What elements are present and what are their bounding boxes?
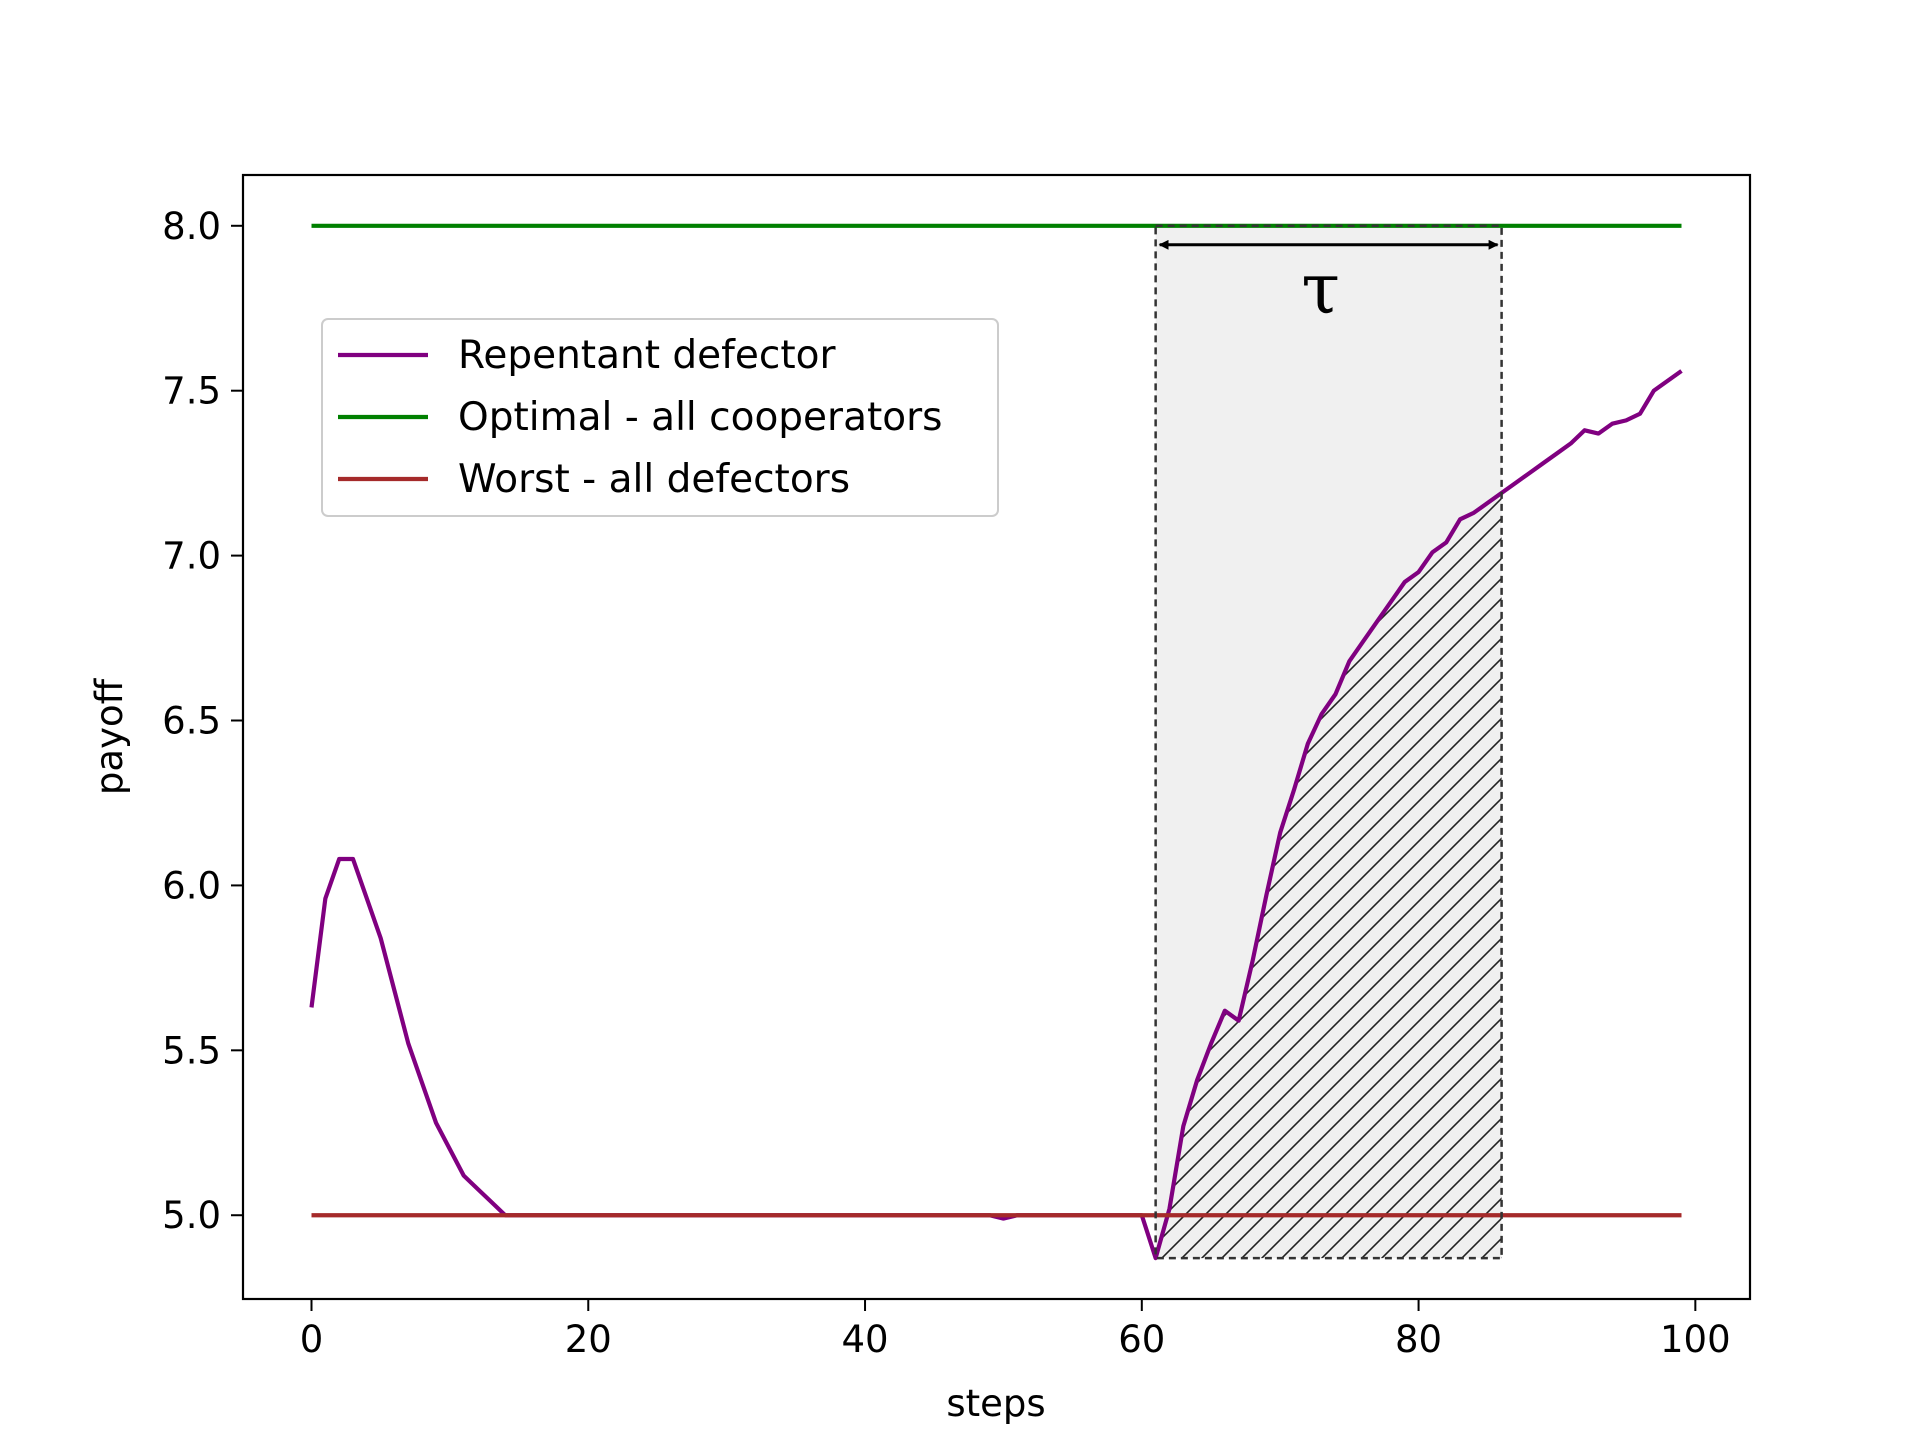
legend-box <box>321 318 999 517</box>
x-axis: 0 20 40 60 80 100 <box>300 1299 1731 1361</box>
series-lines <box>309 223 1683 1261</box>
plot-frame <box>241 173 1752 1301</box>
x-tick-label: 0 <box>300 1318 324 1361</box>
legend-label-repentant-defector: Repentant defector <box>458 333 836 378</box>
region-outline <box>1154 224 1503 1260</box>
legend: Repentant defector Optimal - all cooperat… <box>321 318 999 517</box>
x-tick-label: 60 <box>1118 1318 1165 1361</box>
legend-label-worst-all-defectors: Worst - all defectors <box>458 457 850 502</box>
y-tick-label: 8.0 <box>162 205 221 248</box>
x-tick-label: 100 <box>1660 1318 1731 1361</box>
y-axis: 5.0 5.5 6.0 6.5 7.0 7.5 8.0 <box>162 205 243 1237</box>
tau-label: τ <box>1301 248 1340 330</box>
recovery-region <box>1155 225 1502 1259</box>
y-tick-label: 6.0 <box>162 864 221 907</box>
legend-label-optimal-all-cooperators: Optimal - all cooperators <box>458 395 943 440</box>
x-tick-label: 80 <box>1395 1318 1442 1361</box>
y-tick-label: 7.0 <box>162 535 221 578</box>
tau-annotation: τ <box>1154 224 1503 1260</box>
y-tick-label: 5.0 <box>162 1194 221 1237</box>
y-axis-label: payoff <box>88 677 131 795</box>
region-hatch <box>1155 492 1502 1259</box>
y-tick-label: 5.5 <box>162 1029 221 1072</box>
x-tick-label: 20 <box>565 1318 612 1361</box>
x-tick-label: 40 <box>841 1318 888 1361</box>
y-tick-label: 7.5 <box>162 370 221 413</box>
x-axis-label: steps <box>946 1382 1045 1425</box>
y-tick-label: 6.5 <box>162 700 221 743</box>
